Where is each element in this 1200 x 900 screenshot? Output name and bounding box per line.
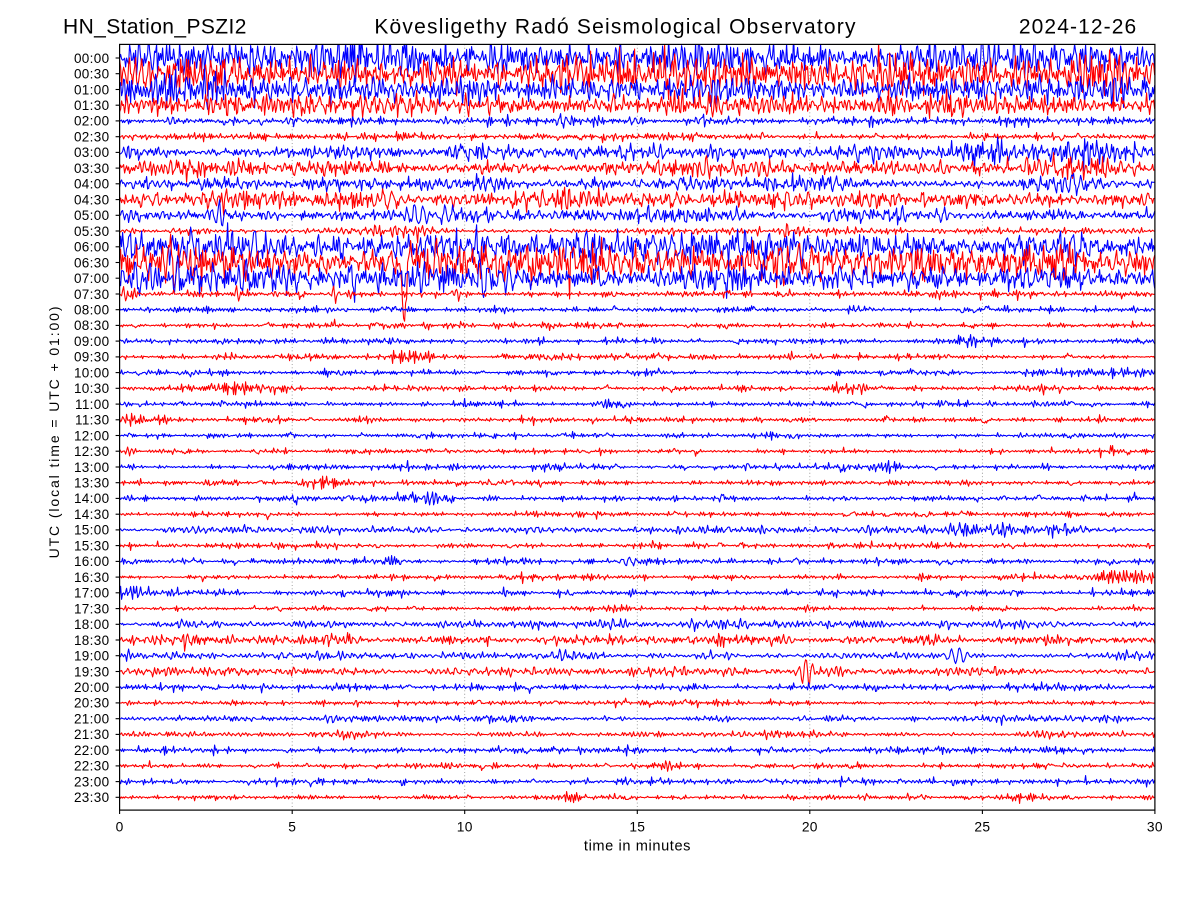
svg-text:08:30: 08:30 xyxy=(74,318,110,333)
svg-text:09:30: 09:30 xyxy=(74,350,110,365)
svg-text:UTC (local time = UTC + 01:00): UTC (local time = UTC + 01:00) xyxy=(46,305,62,559)
svg-text:13:00: 13:00 xyxy=(74,460,110,475)
svg-text:2024-12-26: 2024-12-26 xyxy=(1019,16,1137,39)
svg-text:20:00: 20:00 xyxy=(74,680,110,695)
svg-text:17:30: 17:30 xyxy=(74,601,110,616)
svg-text:25: 25 xyxy=(974,819,990,834)
svg-text:18:30: 18:30 xyxy=(74,633,110,648)
svg-text:03:00: 03:00 xyxy=(74,145,110,160)
svg-text:05:00: 05:00 xyxy=(74,208,110,223)
svg-text:08:00: 08:00 xyxy=(74,303,110,318)
svg-text:04:00: 04:00 xyxy=(74,177,110,192)
svg-text:11:30: 11:30 xyxy=(75,413,110,428)
svg-text:07:30: 07:30 xyxy=(74,287,110,302)
svg-text:02:30: 02:30 xyxy=(74,130,110,145)
svg-text:06:30: 06:30 xyxy=(74,255,110,270)
svg-text:11:00: 11:00 xyxy=(75,397,110,412)
svg-text:18:00: 18:00 xyxy=(74,617,110,632)
svg-text:14:30: 14:30 xyxy=(74,507,110,522)
svg-text:22:30: 22:30 xyxy=(74,759,110,774)
svg-text:06:00: 06:00 xyxy=(74,240,110,255)
svg-text:12:30: 12:30 xyxy=(74,444,110,459)
svg-text:20:30: 20:30 xyxy=(74,696,110,711)
svg-text:20: 20 xyxy=(802,819,818,834)
svg-text:23:00: 23:00 xyxy=(74,774,110,789)
svg-text:21:30: 21:30 xyxy=(74,727,110,742)
svg-text:17:00: 17:00 xyxy=(74,586,110,601)
svg-text:time in minutes: time in minutes xyxy=(584,839,691,855)
svg-text:15: 15 xyxy=(629,819,645,834)
svg-text:19:30: 19:30 xyxy=(74,664,110,679)
svg-text:30: 30 xyxy=(1147,819,1163,834)
svg-text:14:00: 14:00 xyxy=(74,491,110,506)
svg-text:22:00: 22:00 xyxy=(74,743,110,758)
svg-text:Kövesligethy Radó Seismologica: Kövesligethy Radó Seismological Observat… xyxy=(374,16,856,39)
svg-text:5: 5 xyxy=(288,819,296,834)
svg-text:07:00: 07:00 xyxy=(74,271,110,286)
svg-text:10: 10 xyxy=(457,819,473,834)
svg-text:09:00: 09:00 xyxy=(74,334,110,349)
svg-text:00:30: 00:30 xyxy=(74,67,110,82)
svg-text:02:00: 02:00 xyxy=(74,114,110,129)
svg-text:01:30: 01:30 xyxy=(74,98,110,113)
svg-text:15:00: 15:00 xyxy=(74,523,110,538)
svg-text:10:30: 10:30 xyxy=(74,381,110,396)
svg-text:01:00: 01:00 xyxy=(74,82,110,97)
svg-text:03:30: 03:30 xyxy=(74,161,110,176)
svg-text:10:00: 10:00 xyxy=(74,365,110,380)
svg-text:12:00: 12:00 xyxy=(74,428,110,443)
svg-text:21:00: 21:00 xyxy=(74,712,110,727)
svg-text:13:30: 13:30 xyxy=(74,476,110,491)
svg-text:16:30: 16:30 xyxy=(74,570,110,585)
svg-text:04:30: 04:30 xyxy=(74,192,110,207)
svg-text:0: 0 xyxy=(116,819,124,834)
svg-text:23:30: 23:30 xyxy=(74,790,110,805)
svg-text:16:00: 16:00 xyxy=(74,554,110,569)
svg-text:00:00: 00:00 xyxy=(74,51,110,66)
svg-text:19:00: 19:00 xyxy=(74,649,110,664)
svg-text:05:30: 05:30 xyxy=(74,224,110,239)
svg-text:HN_Station_PSZI2: HN_Station_PSZI2 xyxy=(63,16,247,39)
svg-text:15:30: 15:30 xyxy=(74,538,110,553)
